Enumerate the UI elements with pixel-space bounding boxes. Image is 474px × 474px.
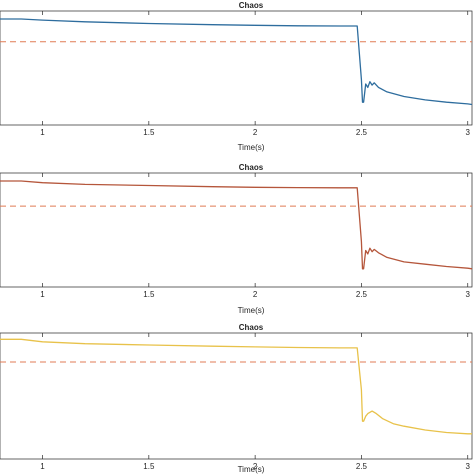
panel-1-xtick-label: 2.5: [356, 128, 368, 137]
panel-2-xlabel: Time(s): [238, 306, 265, 315]
panel-3-xtick-label: 2: [253, 462, 258, 471]
panel-1-xtick-label: 1.5: [143, 128, 155, 137]
panel-3-title: Chaos: [239, 323, 264, 332]
panel-2: Chaos 1 1.5 2 2.5 3 Time(s): [0, 163, 473, 315]
panel-1-xtick-label: 3: [466, 128, 471, 137]
panel-2-xticks: 1 1.5 2 2.5 3: [40, 173, 471, 299]
panel-3-xticks: 1 1.5 2 2.5 3: [40, 333, 471, 471]
panel-3-xtick-label: 2.5: [356, 462, 368, 471]
panel-3-xtick-label: 1: [40, 462, 45, 471]
panel-3-xlabel: Time(s): [238, 465, 265, 474]
panel-3: Chaos 1 1.5 2 2.5 3 Time(s): [0, 323, 473, 474]
panel-1-xtick-label: 1: [40, 128, 45, 137]
panel-2-xtick-label: 1: [40, 290, 45, 299]
panel-1-title: Chaos: [239, 1, 264, 10]
panel-2-title: Chaos: [239, 163, 264, 172]
panel-1: Chaos 1 1.5 2 2.5 3 Time(s): [0, 1, 473, 152]
panel-3-xtick-label: 1.5: [143, 462, 155, 471]
panel-2-xtick-label: 1.5: [143, 290, 155, 299]
panel-2-xtick-label: 2.5: [356, 290, 368, 299]
panel-1-xlabel: Time(s): [238, 143, 265, 152]
panel-2-xtick-label: 3: [466, 290, 471, 299]
panel-2-axes-box: [0, 172, 473, 288]
panel-1-axes-box: [0, 10, 473, 126]
panel-3-axes-box: [0, 332, 473, 460]
panel-1-series-signal-line: [0, 18, 473, 106]
panel-1-plot: [0, 18, 473, 106]
panel-2-xtick-label: 2: [253, 290, 258, 299]
panel-3-xtick-label: 3: [466, 462, 471, 471]
panel-3-plot: [0, 338, 472, 435]
panel-1-xtick-label: 2: [253, 128, 258, 137]
panel-3-series-signal-line: [0, 338, 472, 435]
panel-2-series-signal-line: [0, 180, 473, 270]
panel-2-plot: [0, 180, 473, 270]
panel-1-xticks: 1 1.5 2 2.5 3: [40, 11, 471, 137]
